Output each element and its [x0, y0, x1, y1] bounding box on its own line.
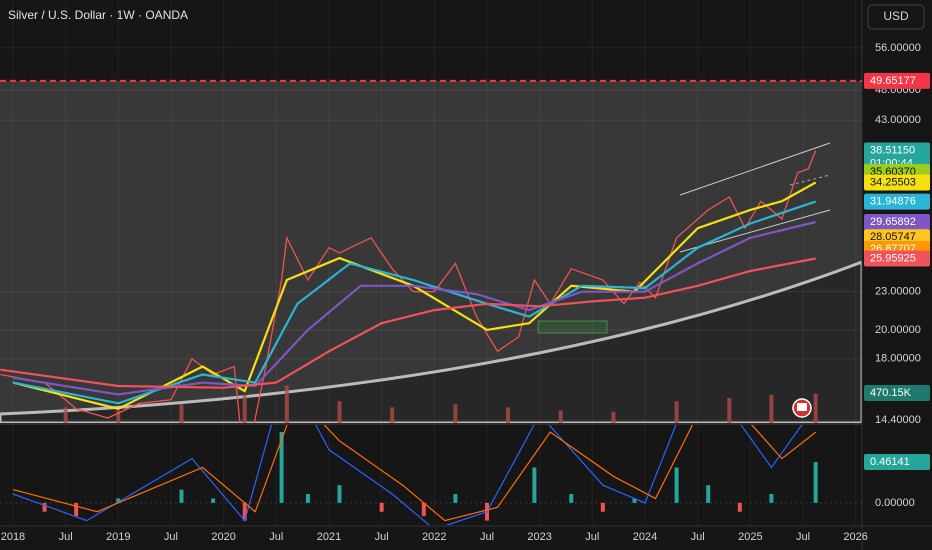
- volume-bar: [337, 401, 342, 423]
- x-tick-label: 2026: [843, 531, 867, 543]
- moving-average: [12, 181, 817, 410]
- price-label: 38.51150: [870, 144, 915, 156]
- x-tick-label: 2023: [527, 531, 551, 543]
- volume-label-box: [864, 385, 930, 401]
- macd-bar: [632, 498, 637, 503]
- price-label-box: [864, 72, 930, 89]
- event-flag-icon: [797, 403, 807, 411]
- volume-bar: [674, 401, 679, 423]
- macd-bar: [116, 498, 121, 503]
- macd-bar: [305, 494, 310, 503]
- x-tick-label: Jul: [796, 531, 810, 543]
- moving-average: [12, 200, 817, 405]
- volume-bar: [453, 404, 458, 423]
- x-tick-label: Jul: [480, 531, 494, 543]
- macd-bar: [569, 494, 574, 503]
- y-tick-label: 18.00000: [875, 353, 921, 365]
- macd-pane: [0, 425, 862, 525]
- y-tick-label: 23.00000: [875, 286, 921, 298]
- y-tick-label: 20.00000: [875, 324, 921, 336]
- volume-bar: [769, 394, 774, 423]
- price-label-box: [864, 193, 930, 210]
- price-label-box: [864, 174, 930, 191]
- price-label-box: [864, 142, 930, 171]
- price-label-box: [864, 214, 930, 231]
- price-label: 34.25503: [870, 176, 916, 188]
- x-tick-label: 2019: [106, 531, 130, 543]
- x-tick-label: 2018: [1, 531, 25, 543]
- macd-bar: [279, 432, 284, 503]
- macd-line: [12, 425, 803, 525]
- macd-bar: [242, 502, 247, 521]
- macd-label-box: [864, 454, 930, 471]
- box-zone: [537, 320, 608, 334]
- volume-bar: [506, 407, 511, 423]
- volume-bar: [242, 394, 247, 423]
- macd-bar: [674, 467, 679, 503]
- y-tick-label: 56.00000: [875, 42, 921, 54]
- price-label-box: [864, 250, 930, 267]
- macd-bar: [813, 462, 818, 503]
- price-label: 31.94876: [870, 196, 916, 208]
- x-tick-label: Jul: [585, 531, 599, 543]
- channel-line: [679, 142, 831, 196]
- macd-bar: [532, 467, 537, 503]
- macd-bar: [737, 502, 742, 512]
- volume-bar: [63, 407, 68, 423]
- macd-bar: [706, 485, 711, 503]
- macd-tick-label: 0.00000: [875, 497, 915, 509]
- volume-bar: [558, 410, 563, 423]
- x-tick-label: 2021: [317, 531, 341, 543]
- volume-bar: [813, 393, 818, 423]
- currency-button[interactable]: [867, 4, 925, 30]
- macd-bar: [211, 498, 216, 503]
- y-tick-label: 14.40000: [875, 414, 921, 426]
- support-arc: [0, 260, 862, 423]
- price-label: 28.05747: [870, 231, 916, 243]
- price-label: 29.65892: [870, 216, 916, 228]
- x-tick-label: Jul: [269, 531, 283, 543]
- x-tick-label: Jul: [59, 531, 73, 543]
- y-tick-label: 43.00000: [875, 114, 921, 126]
- moving-average: [0, 257, 816, 389]
- volume-bar: [390, 407, 395, 423]
- volume-bar: [179, 404, 184, 423]
- x-tick-label: Jul: [691, 531, 705, 543]
- x-tick-label: Jul: [164, 531, 178, 543]
- macd-bar: [42, 502, 47, 512]
- x-tick-label: 2025: [738, 531, 762, 543]
- x-tick-label: 2024: [633, 531, 657, 543]
- volume-bar: [116, 410, 121, 423]
- moving-average: [12, 220, 816, 396]
- macd-bar: [453, 494, 458, 503]
- chart-title: Silver / U.S. Dollar · 1W · OANDA: [8, 8, 188, 22]
- x-tick-label: 2022: [422, 531, 446, 543]
- macd-line: [12, 425, 817, 522]
- macd-bar: [769, 494, 774, 503]
- macd-bar: [600, 502, 605, 512]
- volume-label: 470.15K: [870, 387, 912, 399]
- price-label: 25.95925: [870, 252, 916, 264]
- macd-bar: [379, 502, 384, 512]
- channel-mid: [789, 174, 831, 186]
- volume-bar: [284, 385, 289, 423]
- price-label: 49.65177: [870, 75, 916, 87]
- macd-bar: [421, 502, 426, 517]
- volume-bar: [727, 398, 732, 423]
- x-tick-label: Jul: [375, 531, 389, 543]
- macd-bar: [74, 502, 79, 517]
- volume-bar: [611, 411, 616, 423]
- macd-label: 0.46141: [870, 456, 910, 468]
- macd-bar: [337, 485, 342, 503]
- x-tick-label: 2020: [211, 531, 235, 543]
- macd-bar: [179, 489, 184, 503]
- price-pane: [0, 47, 862, 423]
- currency-label[interactable]: USD: [883, 9, 909, 23]
